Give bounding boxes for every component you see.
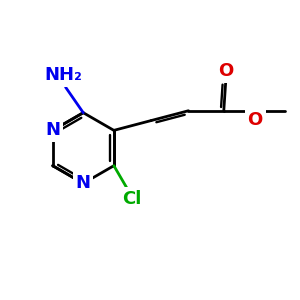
- Text: Cl: Cl: [122, 190, 141, 208]
- Text: N: N: [76, 174, 91, 192]
- Text: O: O: [218, 62, 233, 80]
- Text: NH₂: NH₂: [45, 66, 82, 84]
- Text: N: N: [45, 122, 60, 140]
- Text: O: O: [248, 111, 263, 129]
